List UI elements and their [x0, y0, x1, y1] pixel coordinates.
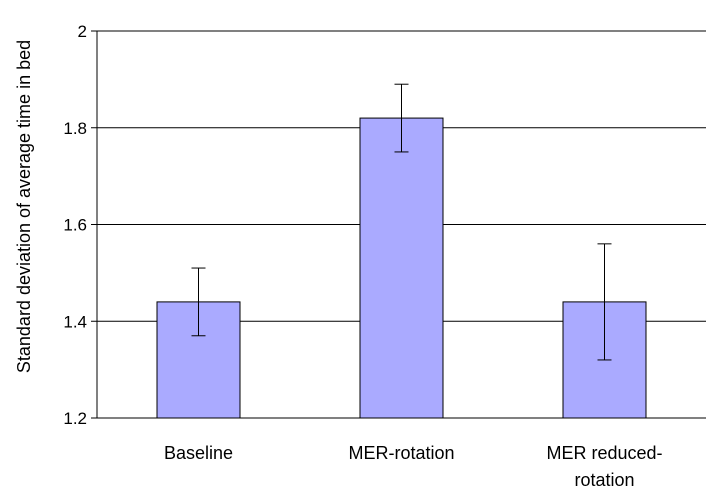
x-category-label: rotation [574, 470, 634, 490]
x-category-labels: Baseline MER-rotation MER reduced-rotation [164, 443, 663, 490]
bar [359, 117, 444, 419]
y-tick-label: 1.8 [63, 119, 87, 138]
y-tick-label: 2 [78, 22, 87, 41]
axes [91, 30, 706, 419]
y-tick-labels: 1.2 1.4 1.6 1.8 2 [63, 22, 87, 428]
x-category-label: MER reduced- [546, 443, 662, 463]
x-category-label: Baseline [164, 443, 233, 463]
y-tick-label: 1.6 [63, 216, 87, 235]
error-bars [191, 83, 612, 361]
x-category-label: MER-rotation [348, 443, 454, 463]
y-tick-label: 1.2 [63, 409, 87, 428]
bars [156, 117, 647, 419]
y-axis-title: Standard deviation of average time in be… [14, 40, 34, 373]
y-tick-label: 1.4 [63, 312, 87, 331]
